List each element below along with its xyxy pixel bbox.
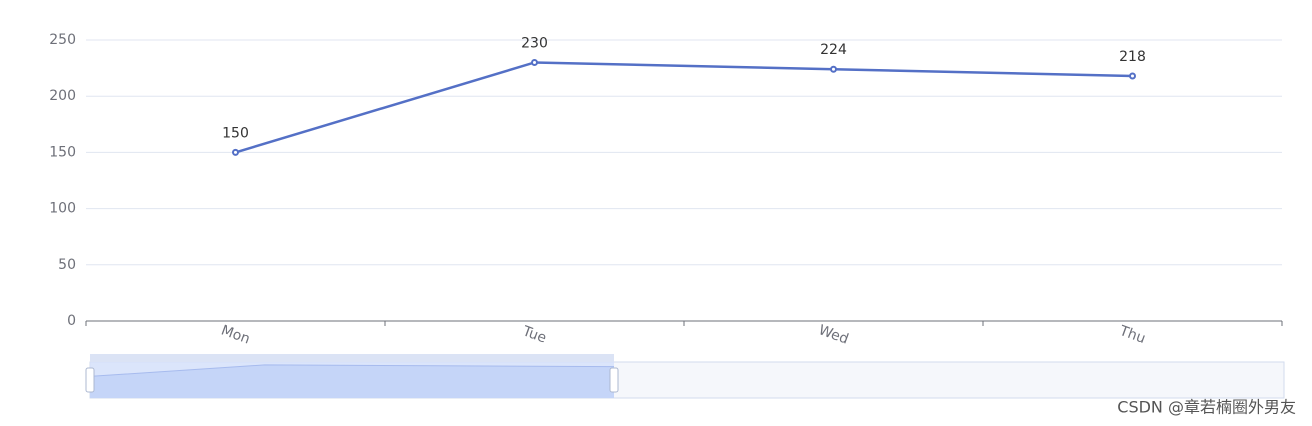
y-tick-label: 100 xyxy=(49,201,76,217)
y-tick-label: 250 xyxy=(49,32,76,48)
zoom-slider-move-bar[interactable] xyxy=(90,354,614,362)
y-tick-label: 200 xyxy=(49,88,76,104)
x-tick-label: Wed xyxy=(816,322,850,347)
zoom-preview-line xyxy=(89,364,615,377)
value-label: 150 xyxy=(222,125,249,141)
line xyxy=(235,61,1133,154)
y-tick-label: 50 xyxy=(58,257,76,273)
value-label: 218 xyxy=(1119,49,1146,65)
zoom-handle-left[interactable] xyxy=(85,367,95,393)
zoom-preview-area xyxy=(90,364,614,398)
x-tick-label: Thu xyxy=(1116,323,1147,347)
x-tick-label: Mon xyxy=(219,322,252,347)
watermark: CSDN @章若楠圈外男友 xyxy=(1117,398,1296,417)
y-tick-label: 0 xyxy=(67,313,76,329)
point xyxy=(531,58,538,66)
point xyxy=(830,65,837,73)
x-tick-label: Tue xyxy=(520,323,549,347)
y-tick-label: 150 xyxy=(49,144,76,160)
value-label: 224 xyxy=(820,42,847,58)
zoom-handle-right[interactable] xyxy=(609,367,619,393)
value-label: 230 xyxy=(521,35,548,51)
point xyxy=(1129,72,1136,80)
point xyxy=(232,148,239,156)
